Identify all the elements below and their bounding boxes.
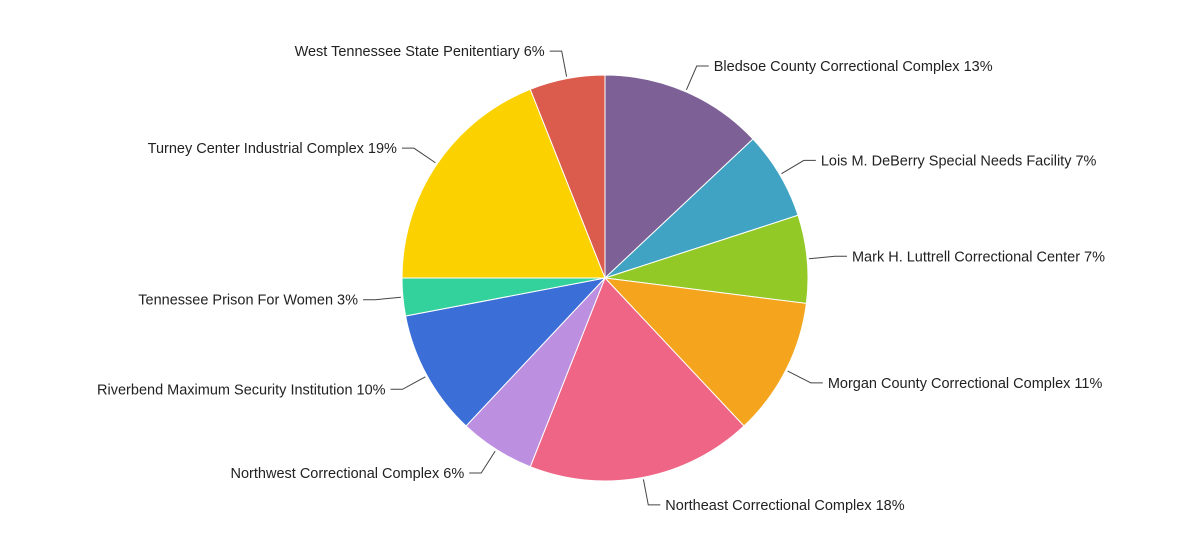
leader-line-northwest-correctional-complex: [469, 450, 496, 474]
leader-line-morgan-county-correctional-complex: [787, 370, 823, 384]
slice-label-morgan-county-correctional-complex: Morgan County Correctional Complex 11%: [828, 376, 1103, 392]
leader-line-turney-center-industrial-complex: [401, 147, 436, 164]
slice-labels: Bledsoe County Correctional Complex 13% L…: [97, 44, 1105, 514]
pie-slice-turney-center-industrial-complex: [401, 88, 606, 279]
slice-label-tennessee-prison-for-women: Tennessee Prison For Women 3%: [138, 293, 358, 309]
pie-slice-bledsoe-county-correctional-complex: [604, 74, 754, 280]
slice-label-bledsoe-county-correctional-complex: Bledsoe County Correctional Complex 13%: [714, 59, 993, 75]
pie-slices: [401, 74, 809, 482]
slice-label-northwest-correctional-complex: Northwest Correctional Complex 6%: [231, 466, 465, 482]
leader-line-bledsoe-county-correctional-complex: [685, 65, 709, 91]
pie-slice-northeast-correctional-complex: [529, 277, 745, 482]
slice-label-riverbend-maximum-security-institution: Riverbend Maximum Security Institution 1…: [97, 382, 386, 398]
slice-label-northeast-correctional-complex: Northeast Correctional Complex 18%: [665, 498, 904, 514]
pie-slice-riverbend-maximum-security-institution: [405, 277, 607, 427]
pie-slice-morgan-county-correctional-complex: [603, 277, 807, 427]
leader-line-northeast-correctional-complex: [642, 479, 661, 506]
leader-line-lois-m-deberry-special-needs-facility: [781, 159, 816, 175]
slice-label-turney-center-industrial-complex: Turney Center Industrial Complex 19%: [148, 141, 397, 157]
slice-label-west-tennessee-state-penitentiary: West Tennessee State Penitentiary 6%: [295, 44, 545, 60]
slice-label-mark-h-luttrell-correctional-center: Mark H. Luttrell Correctional Center 7%: [852, 249, 1105, 265]
leader-line-tennessee-prison-for-women: [363, 296, 401, 301]
leader-lines: [363, 50, 847, 506]
leader-line-mark-h-luttrell-correctional-center: [809, 255, 847, 260]
slice-label-lois-m-deberry-special-needs-facility: Lois M. DeBerry Special Needs Facility 7…: [821, 153, 1097, 169]
pie-slice-west-tennessee-state-penitentiary: [529, 74, 606, 279]
leader-line-riverbend-maximum-security-institution: [390, 376, 426, 390]
leader-line-west-tennessee-state-penitentiary: [549, 50, 568, 77]
